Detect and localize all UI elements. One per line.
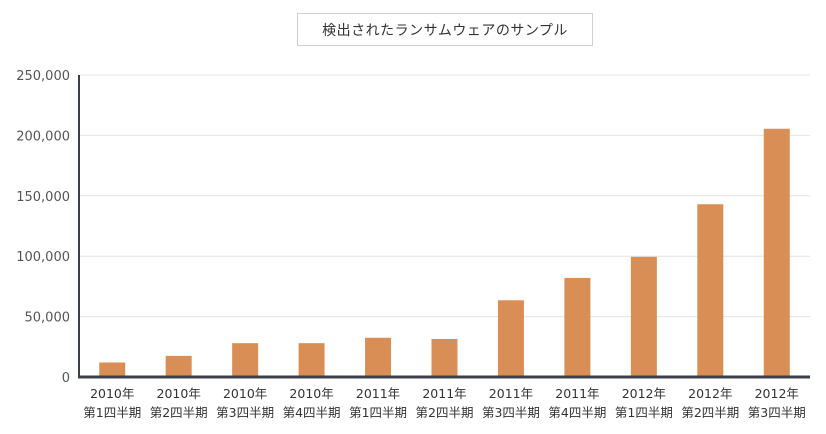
x-tick-label-quarter: 第3四半期: [748, 405, 806, 420]
bar: [497, 300, 524, 377]
gridlines: [79, 74, 810, 318]
bar: [431, 338, 458, 377]
x-tick-label-year: 2010年: [157, 386, 201, 401]
y-tick-labels: 0 50,000 100,000 150,000 200,000 250,000: [16, 69, 70, 386]
x-tick-label-quarter: 第4四半期: [548, 405, 606, 420]
bar: [564, 277, 591, 377]
bar: [365, 337, 392, 377]
y-tick-label: 0: [62, 371, 70, 386]
x-tick-label-year: 2011年: [422, 386, 466, 401]
x-tick-label-quarter: 第2四半期: [681, 405, 739, 420]
y-tick-label: 100,000: [16, 250, 70, 265]
x-tick-label-year: 2011年: [555, 386, 599, 401]
bar: [630, 256, 657, 377]
y-tick-label: 150,000: [16, 190, 70, 205]
x-tick-label-quarter: 第2四半期: [150, 405, 208, 420]
y-tick-label: 200,000: [16, 129, 70, 144]
bars: [99, 128, 790, 377]
x-tick-label-year: 2012年: [688, 386, 732, 401]
bar: [697, 204, 724, 377]
bar: [232, 343, 259, 377]
axes: [78, 75, 810, 379]
x-tick-label-quarter: 第1四半期: [83, 405, 141, 420]
y-tick-label: 50,000: [25, 311, 71, 326]
y-tick-label: 250,000: [16, 69, 70, 84]
x-tick-label-year: 2010年: [90, 386, 134, 401]
bar: [298, 343, 325, 377]
chart-title: 検出されたランサムウェアのサンプル: [297, 13, 593, 46]
x-tick-label-year: 2012年: [622, 386, 666, 401]
bar: [99, 362, 126, 377]
x-tick-label-quarter: 第1四半期: [615, 405, 673, 420]
x-tick-labels: 2010年第1四半期2010年第2四半期2010年第3四半期2010年第4四半期…: [83, 386, 805, 420]
bar: [763, 128, 790, 377]
x-tick-label-quarter: 第4四半期: [283, 405, 341, 420]
x-tick-label-quarter: 第2四半期: [416, 405, 474, 420]
x-tick-label-year: 2012年: [755, 386, 799, 401]
x-tick-label-year: 2011年: [356, 386, 400, 401]
x-tick-label-year: 2010年: [223, 386, 267, 401]
x-tick-label-quarter: 第3四半期: [482, 405, 540, 420]
bar: [165, 355, 192, 377]
x-tick-label-year: 2011年: [489, 386, 533, 401]
x-tick-label-quarter: 第1四半期: [349, 405, 407, 420]
x-tick-label-year: 2010年: [289, 386, 333, 401]
x-tick-label-quarter: 第3四半期: [216, 405, 274, 420]
